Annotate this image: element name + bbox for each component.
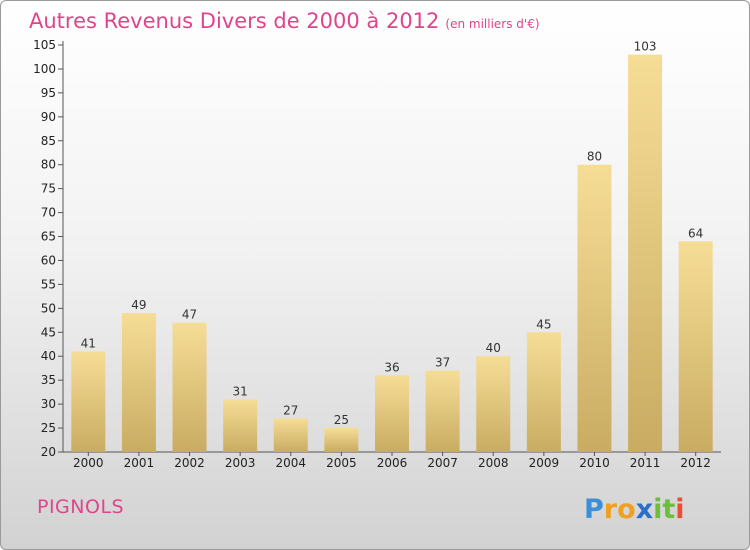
y-tick-label: 65 — [41, 230, 56, 244]
x-tick-label: 2003 — [225, 456, 256, 470]
x-tick-label: 2004 — [275, 456, 306, 470]
data-label: 37 — [435, 356, 450, 370]
y-tick-label: 85 — [41, 134, 56, 148]
y-tick-label: 75 — [41, 182, 56, 196]
x-tick-label: 2007 — [427, 456, 458, 470]
data-label: 36 — [384, 360, 399, 374]
data-label: 45 — [536, 317, 551, 331]
data-label: 31 — [233, 384, 248, 398]
x-tick-label: 2006 — [377, 456, 408, 470]
x-tick-label: 2008 — [478, 456, 509, 470]
y-tick-label: 80 — [41, 158, 56, 172]
data-label: 47 — [182, 308, 197, 322]
y-tick-label: 70 — [41, 206, 56, 220]
data-label: 49 — [131, 298, 146, 312]
bar — [526, 332, 561, 452]
y-tick-label: 45 — [41, 325, 56, 339]
y-tick-label: 30 — [41, 397, 56, 411]
bar — [476, 356, 511, 452]
bar — [577, 164, 612, 453]
bar — [172, 322, 207, 452]
bar — [425, 370, 460, 452]
bar — [273, 418, 308, 452]
bar — [121, 313, 156, 452]
y-tick-label: 55 — [41, 277, 56, 291]
x-tick-label: 2005 — [326, 456, 357, 470]
x-tick-label: 2011 — [630, 456, 661, 470]
y-tick-label: 35 — [41, 373, 56, 387]
bar — [678, 241, 713, 452]
chart-title: Autres Revenus Divers de 2000 à 2012 (en … — [29, 9, 540, 33]
svg-text:Proxiti: Proxiti — [584, 494, 685, 525]
x-tick-label: 2001 — [124, 456, 155, 470]
y-tick-label: 40 — [41, 349, 56, 363]
data-label: 41 — [81, 336, 96, 350]
y-tick-label: 50 — [41, 301, 56, 315]
y-tick-label: 25 — [41, 421, 56, 435]
x-tick-label: 2002 — [174, 456, 205, 470]
data-label: 25 — [334, 413, 349, 427]
y-tick-label: 20 — [41, 445, 56, 459]
data-label: 64 — [688, 226, 703, 240]
y-tick-label: 105 — [33, 38, 56, 52]
x-tick-label: 2012 — [680, 456, 711, 470]
data-label: 80 — [587, 150, 602, 164]
bar — [223, 399, 258, 452]
data-label: 40 — [486, 341, 501, 355]
title-unit: (en milliers d'€) — [445, 17, 540, 31]
y-tick-label: 100 — [33, 62, 56, 76]
data-label: 103 — [634, 40, 657, 54]
y-tick-label: 90 — [41, 110, 56, 124]
bar — [324, 428, 359, 452]
bar — [375, 375, 409, 452]
data-label: 27 — [283, 403, 298, 417]
proxiti-logo-graphic: Proxiti — [584, 494, 685, 525]
x-tick-label: 2010 — [579, 456, 610, 470]
x-tick-label: 2000 — [73, 456, 104, 470]
y-tick-label: 95 — [41, 86, 56, 100]
proxiti-logo: Proxiti — [582, 488, 692, 528]
x-tick-label: 2009 — [529, 456, 560, 470]
commune-name: PIGNOLS — [37, 496, 125, 518]
bar — [71, 351, 106, 452]
y-tick-label: 60 — [41, 253, 56, 267]
bar — [628, 54, 663, 452]
